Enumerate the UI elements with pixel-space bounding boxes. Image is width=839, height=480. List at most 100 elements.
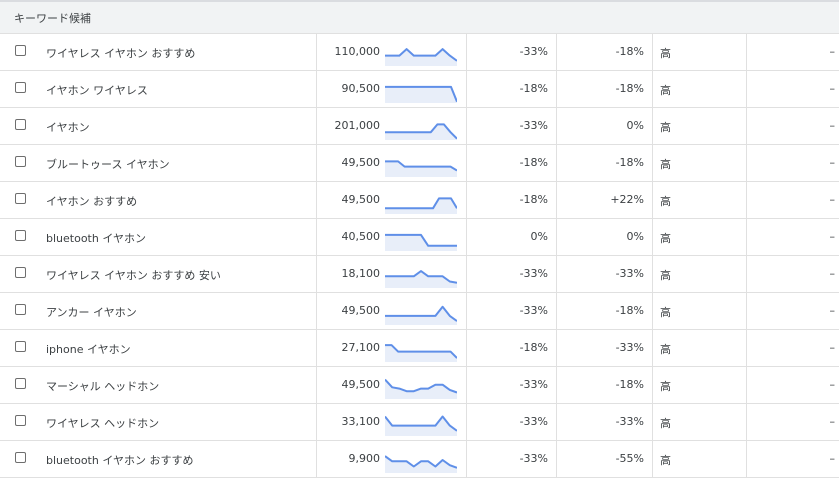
three-month-change: -33% (519, 452, 548, 465)
column-divider (652, 293, 653, 330)
column-divider (652, 404, 653, 441)
three-month-change: -33% (519, 267, 548, 280)
empty-cell: – (829, 341, 836, 354)
row-checkbox[interactable] (15, 378, 26, 389)
three-month-change: -18% (519, 341, 548, 354)
table-row[interactable]: ワイヤレス ヘッドホン 33,100 -33% -33% 高 – (0, 404, 839, 441)
search-volume: 201,000 (334, 119, 381, 132)
column-divider (556, 256, 557, 293)
trend-line (385, 123, 457, 140)
trend-line (385, 270, 457, 284)
search-volume: 110,000 (334, 45, 381, 58)
trend-area (385, 456, 457, 473)
row-checkbox[interactable] (15, 45, 26, 56)
top-border (0, 0, 839, 2)
column-divider (556, 441, 557, 478)
section-title: キーワード候補 (14, 12, 91, 25)
trend-line (385, 455, 457, 469)
row-checkbox[interactable] (15, 267, 26, 278)
column-divider (556, 145, 557, 182)
column-divider (556, 71, 557, 108)
table-row[interactable]: bluetooth イヤホン 40,500 0% 0% 高 – (0, 219, 839, 256)
row-checkbox[interactable] (15, 341, 26, 352)
row-checkbox[interactable] (15, 193, 26, 204)
search-volume: 49,500 (341, 156, 381, 169)
table-row[interactable]: マーシャル ヘッドホン 49,500 -33% -18% 高 – (0, 367, 839, 404)
column-divider (746, 108, 747, 145)
competition-level: 高 (660, 417, 671, 430)
competition-level: 高 (660, 47, 671, 60)
search-volume: 49,500 (341, 304, 381, 317)
trend-area (385, 86, 457, 103)
table-row[interactable]: ブルートゥース イヤホン 49,500 -18% -18% 高 – (0, 145, 839, 182)
competition-level: 高 (660, 380, 671, 393)
row-checkbox[interactable] (15, 304, 26, 315)
row-checkbox[interactable] (15, 119, 26, 130)
column-divider (466, 145, 467, 182)
empty-cell: – (829, 415, 836, 428)
search-volume: 27,100 (341, 341, 381, 354)
trend-line (385, 344, 457, 359)
column-divider (466, 330, 467, 367)
empty-cell: – (829, 45, 836, 58)
table-row[interactable]: ワイヤレス イヤホン おすすめ 安い 18,100 -33% -33% 高 – (0, 256, 839, 293)
three-month-change: -33% (519, 415, 548, 428)
keyword-text: ワイヤレス イヤホン おすすめ (46, 47, 196, 60)
row-checkbox[interactable] (15, 415, 26, 426)
table-row[interactable]: ワイヤレス イヤホン おすすめ 110,000 -33% -18% 高 – (0, 34, 839, 71)
search-volume: 33,100 (341, 415, 381, 428)
column-divider (652, 182, 653, 219)
three-month-change: -33% (519, 45, 548, 58)
trend-sparkline (385, 455, 457, 473)
trend-line (385, 233, 457, 247)
keyword-text: イヤホン (46, 121, 90, 134)
trend-line (385, 378, 457, 394)
column-divider (466, 441, 467, 478)
three-month-change: -33% (519, 119, 548, 132)
column-divider (652, 108, 653, 145)
table-row[interactable]: イヤホン ワイヤレス 90,500 -18% -18% 高 – (0, 71, 839, 108)
table-row[interactable]: bluetooth イヤホン おすすめ 9,900 -33% -55% 高 – (0, 441, 839, 478)
row-checkbox[interactable] (15, 156, 26, 167)
table-row[interactable]: iphone イヤホン 27,100 -18% -33% 高 – (0, 330, 839, 367)
row-checkbox[interactable] (15, 230, 26, 241)
row-checkbox[interactable] (15, 452, 26, 463)
keyword-text: アンカー イヤホン (46, 306, 137, 319)
keyword-text: ワイヤレス ヘッドホン (46, 417, 160, 430)
keyword-text: イヤホン おすすめ (46, 195, 138, 208)
column-divider (746, 256, 747, 293)
column-divider (556, 293, 557, 330)
trend-area (385, 271, 457, 288)
yoy-change: 0% (626, 119, 644, 132)
column-divider (746, 404, 747, 441)
yoy-change: -33% (615, 267, 644, 280)
table-row[interactable]: アンカー イヤホン 49,500 -33% -18% 高 – (0, 293, 839, 330)
empty-cell: – (829, 304, 836, 317)
empty-cell: – (829, 267, 836, 280)
keyword-text: ブルートゥース イヤホン (46, 158, 170, 171)
trend-area (385, 234, 457, 251)
keyword-table: ワイヤレス イヤホン おすすめ 110,000 -33% -18% 高 – イヤホン ワイヤ… (0, 34, 839, 478)
table-row[interactable]: イヤホン おすすめ 49,500 -18% +22% 高 – (0, 182, 839, 219)
search-volume: 90,500 (341, 82, 381, 95)
trend-sparkline (385, 378, 457, 399)
column-divider (652, 330, 653, 367)
column-divider (316, 219, 317, 256)
table-row[interactable]: イヤホン 201,000 -33% 0% 高 – (0, 108, 839, 145)
column-divider (316, 293, 317, 330)
empty-cell: – (829, 193, 836, 206)
competition-level: 高 (660, 121, 671, 134)
yoy-change: -55% (615, 452, 644, 465)
yoy-change: +22% (610, 193, 644, 206)
column-divider (746, 367, 747, 404)
column-divider (316, 330, 317, 367)
empty-cell: – (829, 82, 836, 95)
column-divider (746, 441, 747, 478)
column-divider (556, 367, 557, 404)
competition-level: 高 (660, 343, 671, 356)
column-divider (746, 182, 747, 219)
competition-level: 高 (660, 454, 671, 467)
trend-area (385, 161, 457, 177)
row-checkbox[interactable] (15, 82, 26, 93)
column-divider (466, 404, 467, 441)
